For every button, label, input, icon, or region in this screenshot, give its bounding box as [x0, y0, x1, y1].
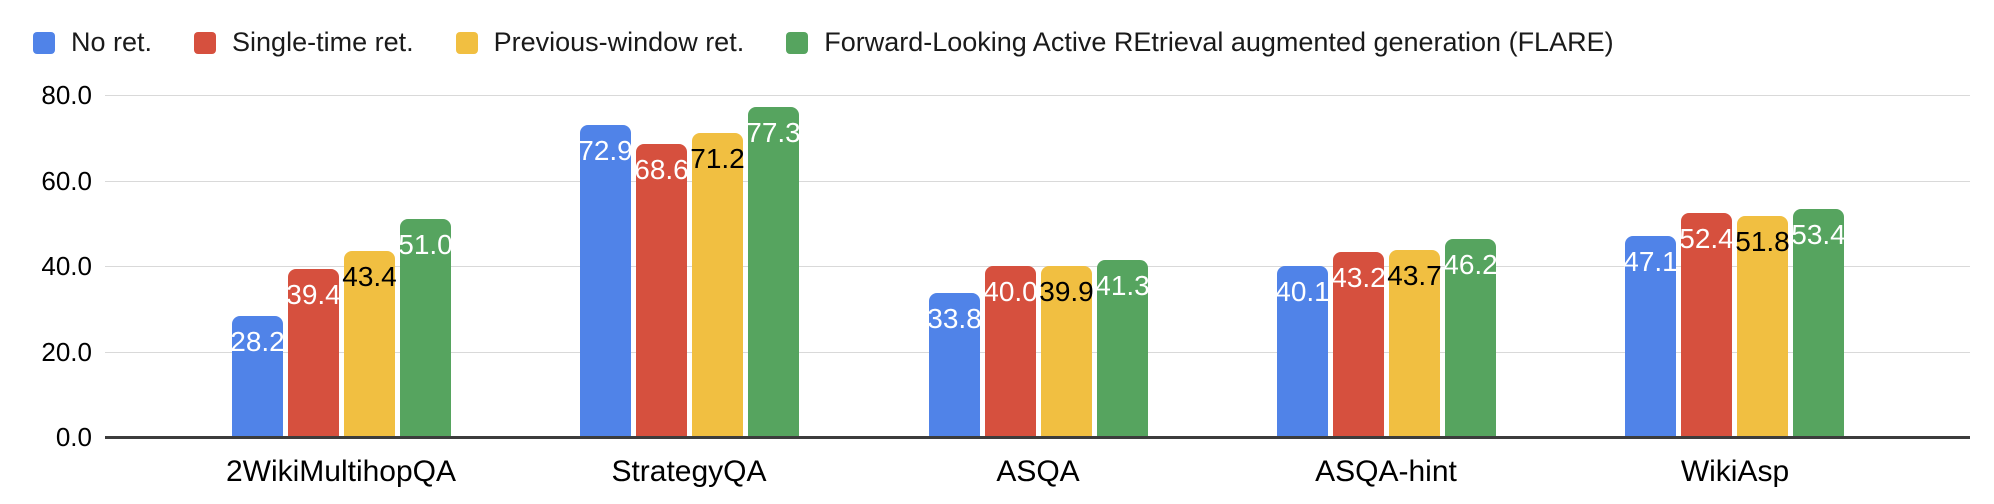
- gridline: [105, 266, 1970, 267]
- legend-item[interactable]: Forward-Looking Active REtrieval augment…: [786, 27, 1614, 58]
- x-axis-category-label: StrategyQA: [611, 455, 767, 488]
- gridline: [105, 95, 1970, 96]
- gridline: [105, 352, 1970, 353]
- bar-value-label: 71.2: [690, 143, 745, 174]
- bar[interactable]: 40.0: [983, 266, 1038, 437]
- bar[interactable]: 53.4: [1791, 209, 1846, 437]
- bar-value-label: 53.4: [1791, 219, 1846, 250]
- bar-value-label: 33.8: [927, 303, 982, 334]
- bar-value-label: 47.1: [1623, 246, 1678, 277]
- bar[interactable]: 47.1: [1623, 236, 1678, 437]
- bar-value-label: 41.3: [1095, 270, 1150, 301]
- bar-value-label: 51.8: [1735, 226, 1790, 257]
- legend-swatch-icon: [194, 31, 217, 54]
- x-axis-line: [105, 436, 1970, 439]
- x-axis-category-label: 2WikiMultihopQA: [225, 455, 457, 488]
- gridline: [105, 181, 1970, 182]
- bar[interactable]: 28.2: [230, 316, 285, 437]
- legend-swatch-icon: [33, 31, 55, 54]
- bar[interactable]: 43.7: [1387, 250, 1442, 437]
- legend-swatch-icon: [786, 31, 809, 54]
- bar-value-label: 43.7: [1387, 260, 1442, 291]
- bar[interactable]: 71.2: [690, 133, 745, 437]
- y-axis-tick-label: 60.0: [41, 166, 92, 196]
- legend-item[interactable]: No ret.: [33, 27, 152, 58]
- bar[interactable]: 72.9: [578, 125, 633, 437]
- bar-value-label: 72.9: [578, 135, 633, 166]
- bar-value-label: 40.1: [1275, 276, 1330, 307]
- legend-item-label: No ret.: [71, 27, 153, 57]
- bar-value-label: 52.4: [1679, 223, 1734, 254]
- bar[interactable]: 33.8: [927, 293, 982, 437]
- bar-value-label: 28.2: [230, 326, 285, 357]
- bar[interactable]: 51.0: [398, 219, 453, 437]
- bar[interactable]: 39.9: [1039, 266, 1094, 437]
- legend-item-label: Single-time ret.: [232, 27, 414, 57]
- x-axis-category-label: ASQA: [996, 455, 1080, 488]
- bar[interactable]: 51.8: [1735, 216, 1790, 437]
- y-axis-tick-label: 20.0: [41, 337, 92, 367]
- x-axis-category-label: WikiAsp: [1680, 455, 1790, 488]
- bar-value-label: 39.9: [1039, 276, 1094, 307]
- bar[interactable]: 77.3: [746, 107, 801, 437]
- legend-item-label: Forward-Looking Active REtrieval augment…: [824, 27, 1614, 57]
- y-axis-tick-label: 40.0: [41, 251, 92, 281]
- y-axis-tick-label: 80.0: [41, 80, 92, 110]
- bar-value-label: 43.2: [1331, 262, 1386, 293]
- bar-value-label: 46.2: [1443, 249, 1498, 280]
- legend-swatch-icon: [455, 31, 478, 54]
- chart-legend: No ret. Single-time ret. Previous-window r…: [33, 27, 1614, 58]
- bar[interactable]: 68.6: [634, 144, 689, 437]
- x-axis-category-label: ASQA-hint: [1315, 455, 1457, 488]
- bar-value-label: 40.0: [983, 276, 1038, 307]
- bar-value-label: 43.4: [342, 261, 397, 292]
- legend-item-label: Previous-window ret.: [493, 27, 745, 57]
- bar[interactable]: 52.4: [1679, 213, 1734, 437]
- legend-item[interactable]: Previous-window ret.: [455, 27, 745, 58]
- bar-value-label: 51.0: [398, 229, 453, 260]
- bar-value-label: 77.3: [746, 117, 801, 148]
- bar[interactable]: 43.4: [342, 251, 397, 437]
- legend-item[interactable]: Single-time ret.: [194, 27, 414, 58]
- bar-value-label: 68.6: [634, 154, 689, 185]
- bar-value-label: 39.4: [286, 279, 341, 310]
- y-axis-tick-label: 0.0: [55, 422, 92, 452]
- bar[interactable]: 43.2: [1331, 252, 1386, 437]
- bar[interactable]: 39.4: [286, 269, 341, 437]
- bar[interactable]: 40.1: [1275, 266, 1330, 437]
- bar[interactable]: 41.3: [1095, 260, 1150, 437]
- bar[interactable]: 46.2: [1443, 239, 1498, 437]
